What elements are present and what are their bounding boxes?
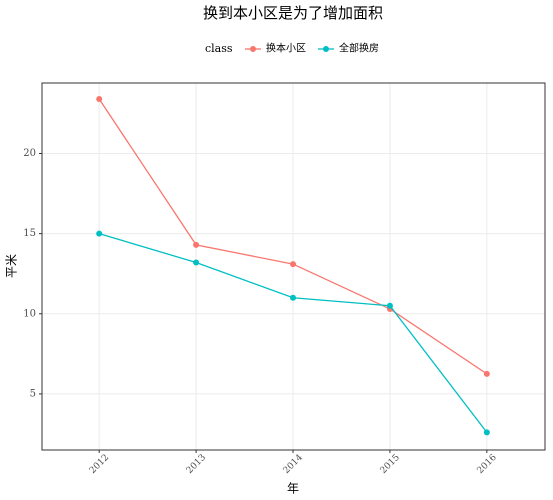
- data-point: [96, 96, 103, 103]
- y-tick-label: 15: [23, 228, 36, 239]
- y-tick-label: 10: [23, 308, 36, 319]
- legend-label: 换本小区: [266, 42, 306, 55]
- legend-label: 全部换房: [339, 42, 379, 55]
- y-tick-label: 20: [23, 148, 36, 159]
- data-point: [96, 230, 103, 237]
- data-point: [290, 294, 297, 301]
- data-point: [193, 241, 200, 248]
- legend-key-point: [250, 46, 256, 52]
- x-tick-label: 2016: [476, 453, 499, 476]
- x-tick-label: 2014: [282, 453, 305, 476]
- x-tick-label: 2015: [379, 453, 402, 476]
- data-point: [386, 302, 393, 309]
- plot-border: [41, 82, 546, 451]
- data-point: [193, 259, 200, 266]
- legend-title: class: [205, 42, 233, 55]
- x-tick-label: 2012: [88, 453, 111, 476]
- legend-key-point: [323, 46, 329, 52]
- data-point: [290, 261, 297, 268]
- data-point: [483, 429, 490, 436]
- chart-title: 换到本小区是为了增加面积: [203, 4, 383, 22]
- x-axis-title: 年: [287, 482, 299, 496]
- x-tick-label: 2013: [185, 453, 208, 476]
- y-axis-title: 平米: [5, 254, 19, 278]
- data-point: [483, 370, 490, 377]
- y-tick-label: 5: [30, 388, 36, 399]
